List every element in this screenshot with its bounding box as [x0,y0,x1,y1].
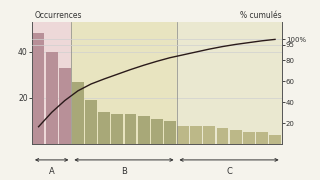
Bar [190,125,202,144]
Bar [138,116,149,144]
Bar [230,130,242,144]
Bar [72,82,84,144]
Bar [204,125,215,144]
Bar [32,22,71,144]
Text: % cumulés: % cumulés [240,11,282,20]
Bar [269,135,281,144]
Bar [111,114,123,144]
Bar [151,119,163,144]
Bar [59,68,71,144]
Bar [33,33,44,144]
Bar [85,100,97,144]
Bar [46,52,58,144]
Bar [256,132,268,144]
Text: B: B [121,167,127,176]
Bar [243,132,255,144]
Bar [164,121,176,144]
Bar [177,125,189,144]
Bar [124,114,136,144]
Text: Occurrences: Occurrences [35,11,82,20]
Bar [71,22,177,144]
Bar [98,112,110,144]
Bar [217,128,228,144]
Bar [177,22,282,144]
Text: A: A [49,167,55,176]
Text: C: C [226,167,232,176]
